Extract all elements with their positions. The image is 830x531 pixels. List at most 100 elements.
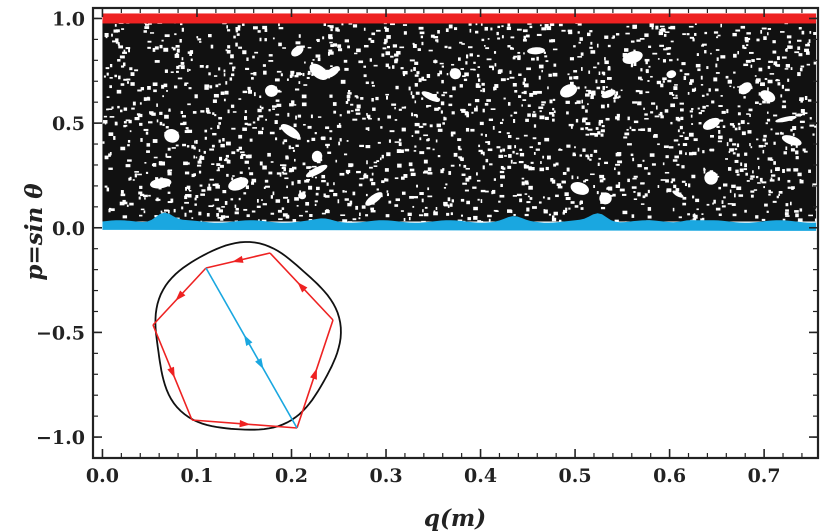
- sea-gap-point: [327, 25, 331, 27]
- sea-gap-point: [480, 89, 482, 92]
- sea-gap-point: [414, 122, 420, 127]
- sea-gap-point: [215, 84, 219, 88]
- sea-gap-point: [282, 172, 288, 175]
- sea-gap-point: [538, 201, 542, 204]
- sea-gap-point: [702, 43, 707, 46]
- sea-gap-point: [209, 85, 213, 89]
- sea-gap-point: [108, 207, 112, 211]
- sea-gap-point: [402, 70, 408, 75]
- sea-gap-point: [149, 111, 154, 114]
- sea-gap-point: [697, 68, 701, 72]
- sea-gap-point: [506, 132, 510, 135]
- sea-gap-point: [772, 200, 777, 203]
- sea-gap-point: [622, 193, 627, 196]
- sea-gap-point: [468, 175, 472, 180]
- sea-gap-point: [763, 36, 767, 40]
- sea-gap-point: [485, 141, 488, 144]
- sea-gap-point: [748, 108, 753, 112]
- sea-gap-point: [289, 103, 294, 107]
- sea-gap-point: [733, 86, 735, 89]
- sea-gap-point: [745, 172, 748, 176]
- sea-gap-point: [489, 163, 493, 166]
- sea-gap-point: [604, 35, 609, 39]
- sea-gap-point: [593, 66, 597, 69]
- sea-gap-point: [761, 181, 767, 184]
- sea-gap-point: [338, 123, 341, 128]
- sea-gap-point: [177, 77, 183, 80]
- sea-gap-point: [713, 199, 716, 204]
- sea-gap-point: [543, 209, 548, 214]
- sea-gap-point: [352, 191, 356, 196]
- sea-gap-point: [672, 97, 678, 99]
- sea-gap-point: [168, 209, 170, 214]
- sea-gap-point: [770, 169, 773, 173]
- sea-gap-point: [500, 183, 503, 188]
- sea-gap-point: [365, 145, 371, 149]
- sea-gap-point: [776, 195, 779, 199]
- sea-gap-point: [253, 92, 256, 97]
- sea-gap-point: [282, 141, 285, 145]
- sea-gap-point: [251, 77, 254, 80]
- sea-gap-point: [498, 69, 503, 73]
- sea-gap-point: [496, 146, 501, 149]
- sea-gap-point: [640, 203, 645, 205]
- sea-gap-point: [343, 59, 348, 63]
- sea-gap-point: [414, 74, 419, 77]
- x-tick-label: 0.4: [464, 465, 497, 487]
- sea-gap-point: [766, 118, 771, 122]
- sea-gap-point: [303, 84, 308, 86]
- sea-gap-point: [696, 53, 699, 57]
- sea-gap-point: [600, 133, 604, 137]
- sea-gap-point: [605, 117, 610, 121]
- sea-gap-point: [589, 30, 593, 33]
- sea-gap-point: [485, 47, 490, 50]
- sea-gap-point: [199, 184, 203, 187]
- x-tick-label: 0.0: [86, 465, 119, 487]
- sea-gap-point: [464, 111, 469, 116]
- sea-gap-point: [383, 42, 387, 45]
- sea-gap-point: [328, 49, 333, 52]
- bouncing-orbit-band: [102, 212, 817, 231]
- sea-gap-point: [799, 97, 804, 101]
- orbit-direction-arrow: [310, 368, 317, 380]
- sea-gap-point: [561, 29, 566, 32]
- sea-gap-point: [160, 210, 163, 213]
- sea-gap-point: [780, 31, 785, 33]
- sea-gap-point: [198, 211, 202, 216]
- sea-gap-point: [186, 194, 190, 197]
- sea-gap-point: [683, 76, 687, 80]
- sea-gap-point: [736, 186, 742, 191]
- sea-gap-point: [414, 130, 420, 134]
- sea-gap-point: [614, 167, 616, 171]
- sea-gap-point: [693, 138, 698, 142]
- sea-gap-point: [670, 181, 673, 184]
- sea-gap-point: [121, 28, 125, 30]
- sea-gap-point: [573, 45, 576, 48]
- sea-gap-point: [486, 99, 491, 102]
- sea-gap-point: [423, 134, 429, 137]
- sea-gap-point: [227, 29, 231, 32]
- sea-gap-point: [347, 92, 352, 95]
- sea-gap-point: [285, 155, 289, 158]
- sea-gap-point: [224, 90, 229, 95]
- sea-gap-point: [624, 48, 629, 52]
- sea-gap-point: [282, 213, 288, 217]
- sea-gap-point: [126, 78, 131, 81]
- sea-gap-point: [684, 183, 688, 187]
- sea-gap-point: [740, 162, 743, 166]
- sea-gap-point: [700, 84, 704, 86]
- sea-gap-point: [589, 46, 593, 49]
- sea-gap-point: [551, 215, 555, 218]
- sea-gap-point: [188, 69, 191, 71]
- sea-gap-point: [536, 56, 539, 61]
- sea-gap-point: [335, 159, 338, 163]
- sea-gap-point: [125, 119, 131, 122]
- sea-gap-point: [760, 30, 763, 34]
- sea-gap-point: [809, 117, 812, 120]
- sea-gap-point: [726, 142, 729, 147]
- sea-gap-point: [746, 32, 751, 35]
- sea-gap-point: [710, 52, 712, 55]
- sea-gap-point: [645, 91, 650, 94]
- sea-gap-point: [513, 213, 516, 216]
- sea-gap-point: [784, 88, 790, 92]
